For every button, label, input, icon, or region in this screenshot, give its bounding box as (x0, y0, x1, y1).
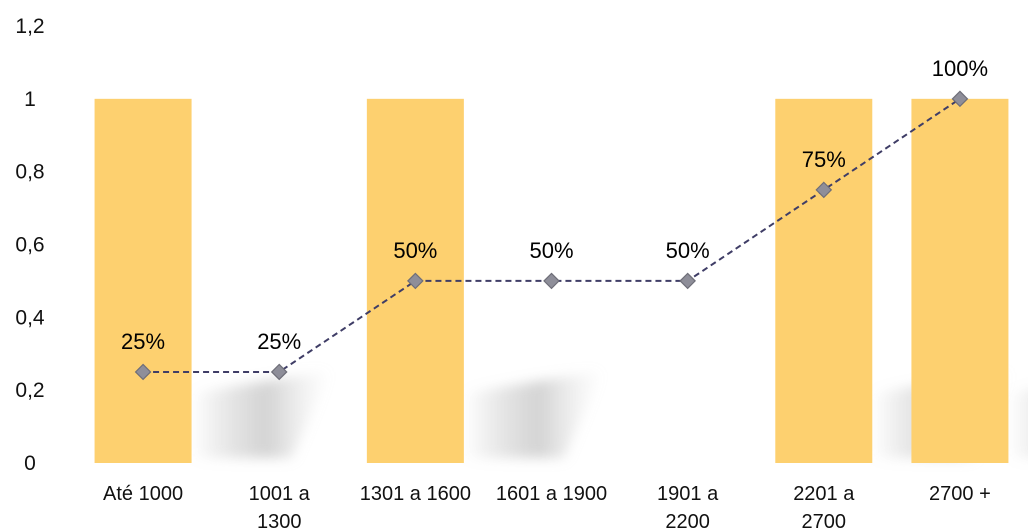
y-tick-label: 1,2 (15, 15, 44, 38)
data-labels: 25% 25% 50% 50% 50% 75% 100% (121, 56, 988, 354)
bar-shadow (191, 371, 330, 458)
line-marker (679, 272, 696, 290)
series-markers (134, 90, 969, 381)
y-tick-label: 0 (24, 452, 36, 475)
y-tick-label: 0,2 (15, 379, 44, 402)
data-label: 50% (529, 238, 573, 263)
data-label: 25% (121, 329, 165, 354)
x-tick-label: 1601 a 1900 (496, 483, 607, 505)
y-axis: 0 0,2 0,4 0,6 0,8 1 1,2 (15, 15, 45, 475)
line-marker (134, 363, 152, 381)
data-label: 75% (802, 147, 846, 172)
x-tick-label: 1301 a 1600 (360, 483, 471, 505)
bar-shadows (191, 371, 1028, 458)
y-tick-label: 0,8 (15, 161, 44, 184)
data-label: 50% (393, 238, 437, 263)
x-tick-label: 2700 + (929, 483, 991, 505)
bar-shadow (1008, 389, 1028, 458)
y-tick-label: 1 (24, 88, 36, 111)
line-marker (270, 363, 288, 381)
data-label: 50% (666, 238, 710, 263)
y-tick-label: 0,6 (15, 234, 44, 257)
y-tick-label: 0,4 (15, 306, 45, 329)
line-marker (815, 181, 833, 199)
x-tick-label: 1001 a 1300 (249, 483, 311, 532)
line-marker (407, 272, 424, 290)
line-marker (951, 90, 969, 108)
x-tick-label: 2201 a 2700 (793, 483, 855, 532)
data-label: 25% (257, 329, 301, 354)
bar (775, 98, 873, 463)
bar (94, 98, 192, 463)
x-tick-label: Até 1000 (103, 483, 183, 505)
x-tick-label: 1901 a 2200 (657, 483, 719, 532)
x-axis: Até 1000 1001 a 1300 1301 a 1600 1601 a 1900… (103, 483, 991, 532)
bar-shadow (463, 371, 602, 458)
line-marker (543, 272, 560, 290)
bar (911, 98, 1009, 463)
bars (94, 98, 1009, 463)
data-label: 100% (932, 56, 988, 81)
